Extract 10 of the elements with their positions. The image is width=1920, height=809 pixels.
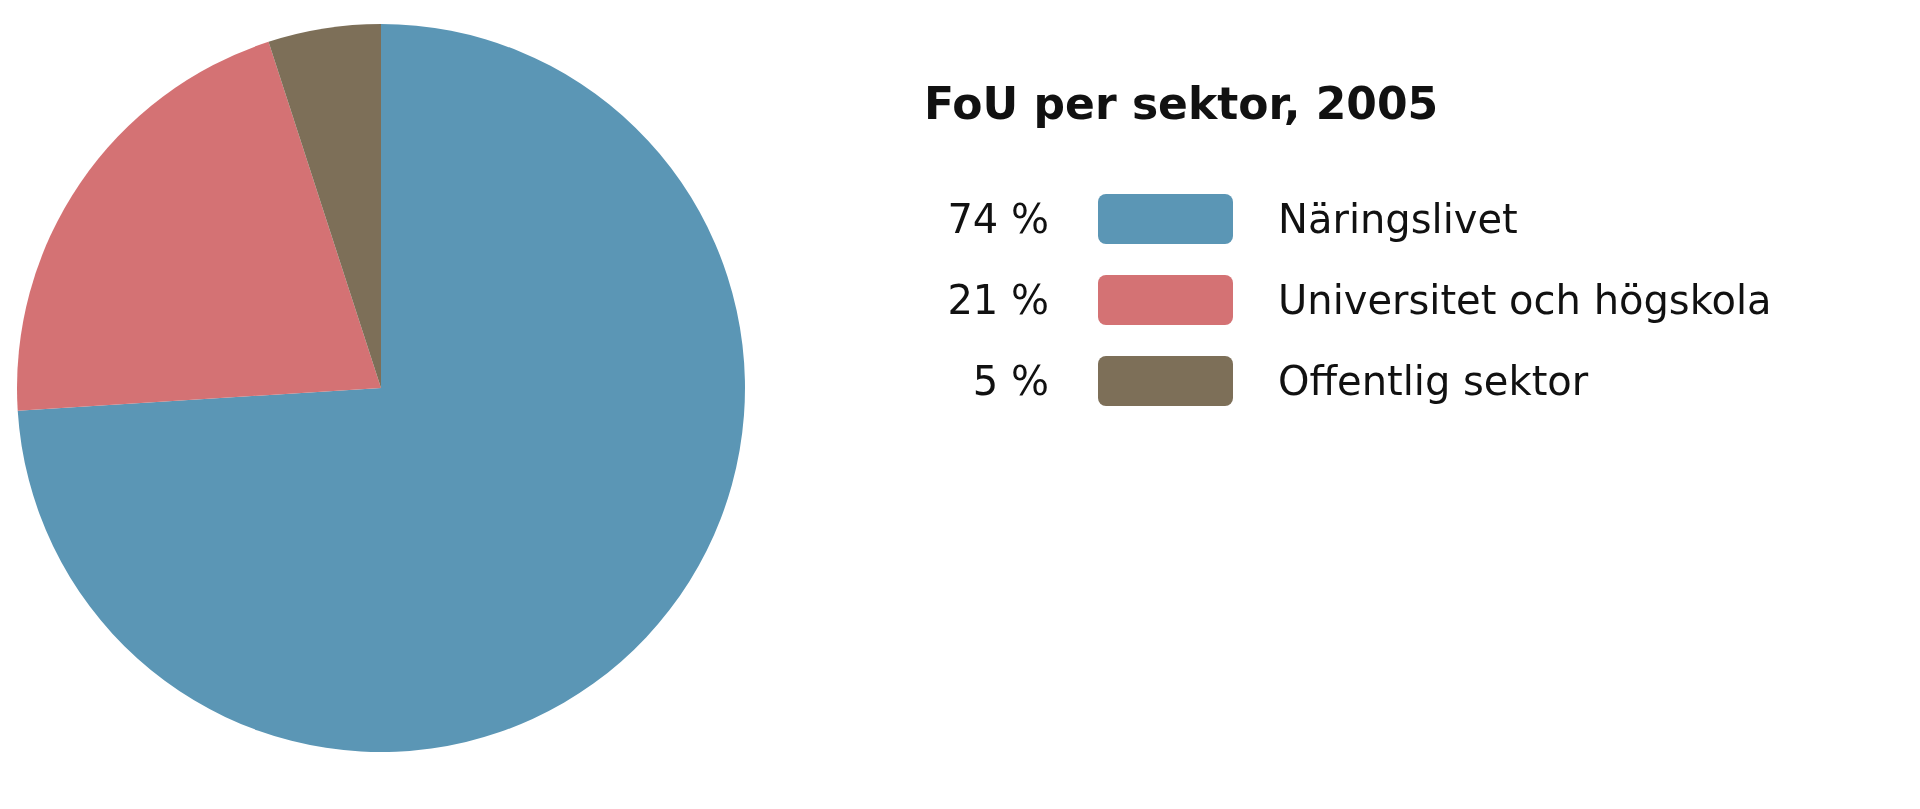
data-label: 74 % xyxy=(947,196,1049,242)
legend-label: Offentlig sektor xyxy=(1278,358,1589,404)
legend-label: Näringslivet xyxy=(1278,196,1518,242)
data-label: 5 % xyxy=(972,358,1049,404)
data-label: 21 % xyxy=(947,277,1049,323)
legend-title: FoU per sektor, 2005 xyxy=(924,78,1439,129)
pie-slice xyxy=(17,41,381,411)
pie-slice xyxy=(17,24,745,752)
pie-slice xyxy=(268,24,381,388)
legend-label: Universitet och högskola xyxy=(1278,277,1772,323)
